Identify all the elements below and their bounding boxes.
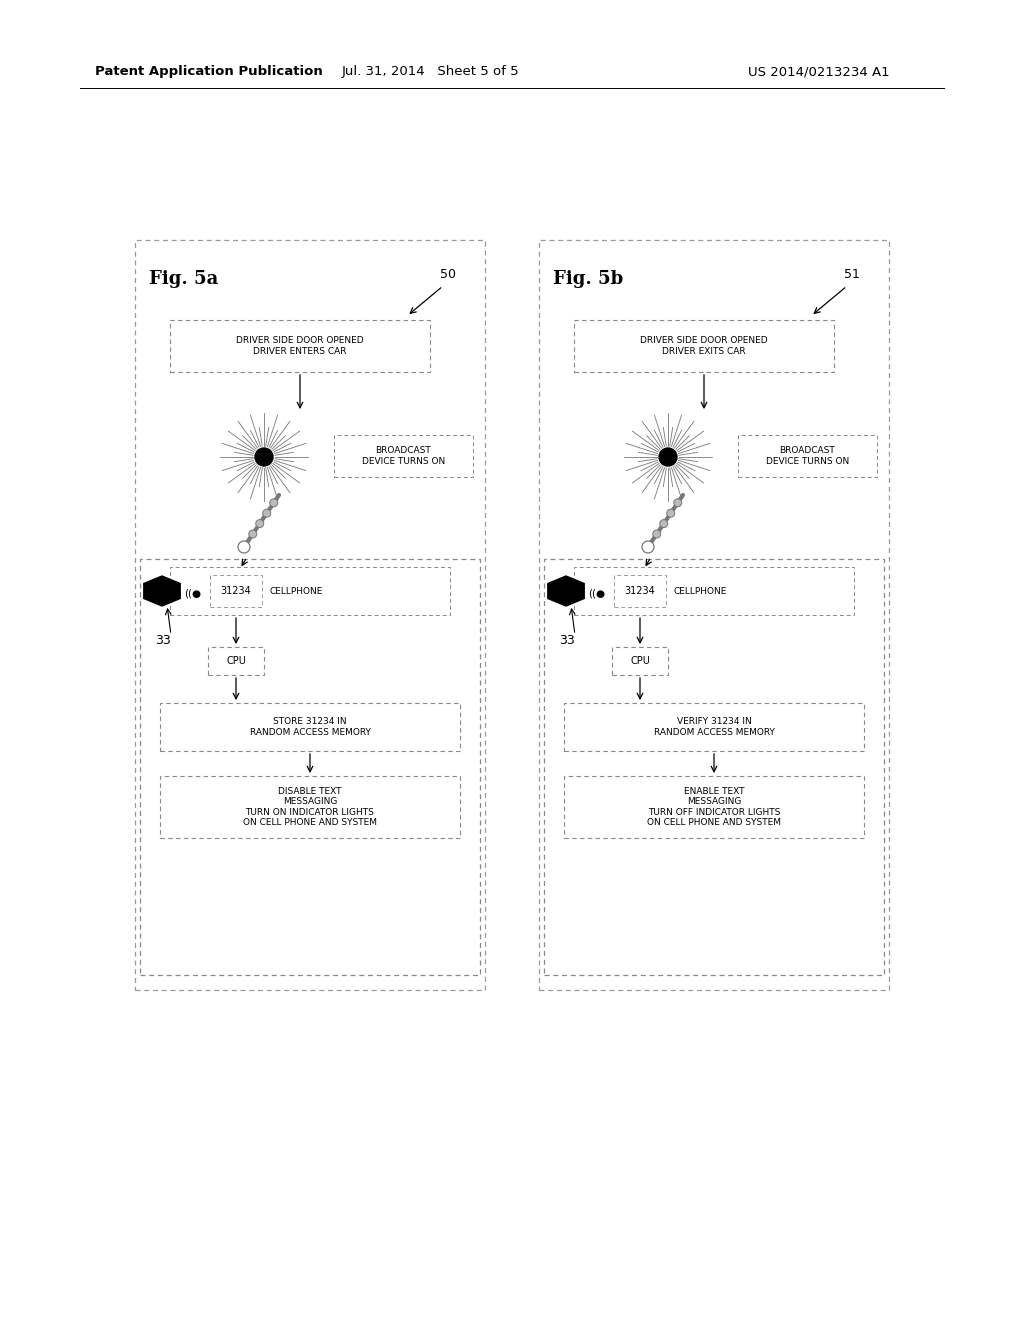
Bar bbox=[738, 436, 877, 477]
Text: CELLPHONE: CELLPHONE bbox=[674, 586, 727, 595]
Bar bbox=[334, 436, 473, 477]
Bar bbox=[544, 558, 884, 975]
Text: ((●: ((● bbox=[588, 587, 605, 598]
Bar bbox=[564, 776, 864, 838]
Circle shape bbox=[255, 447, 273, 466]
Text: 51: 51 bbox=[844, 268, 860, 281]
Circle shape bbox=[674, 499, 682, 507]
Text: 31234: 31234 bbox=[220, 586, 251, 597]
Text: 33: 33 bbox=[155, 634, 171, 647]
Text: CPU: CPU bbox=[630, 656, 650, 667]
Circle shape bbox=[652, 531, 660, 539]
Text: ENABLE TEXT
MESSAGING
TURN OFF INDICATOR LIGHTS
ON CELL PHONE AND SYSTEM: ENABLE TEXT MESSAGING TURN OFF INDICATOR… bbox=[647, 787, 781, 828]
Text: CPU: CPU bbox=[226, 656, 246, 667]
Text: DISABLE TEXT
MESSAGING
TURN ON INDICATOR LIGHTS
ON CELL PHONE AND SYSTEM: DISABLE TEXT MESSAGING TURN ON INDICATOR… bbox=[243, 787, 377, 828]
Text: 31234: 31234 bbox=[625, 586, 655, 597]
Circle shape bbox=[659, 447, 677, 466]
Text: 50: 50 bbox=[440, 268, 456, 281]
Bar bbox=[170, 319, 430, 372]
Circle shape bbox=[269, 499, 278, 507]
Text: Patent Application Publication: Patent Application Publication bbox=[95, 66, 323, 78]
Circle shape bbox=[659, 520, 668, 528]
Circle shape bbox=[238, 541, 250, 553]
Bar bbox=[564, 704, 864, 751]
Circle shape bbox=[667, 510, 675, 517]
Text: Fig. 5b: Fig. 5b bbox=[553, 271, 624, 288]
Circle shape bbox=[263, 510, 270, 517]
Bar bbox=[612, 647, 668, 675]
Bar bbox=[574, 568, 854, 615]
Bar bbox=[135, 240, 485, 990]
Circle shape bbox=[642, 541, 654, 553]
Bar bbox=[539, 240, 889, 990]
Bar bbox=[614, 576, 666, 607]
Bar bbox=[574, 319, 834, 372]
Polygon shape bbox=[548, 576, 584, 606]
Bar bbox=[140, 558, 480, 975]
Bar bbox=[208, 647, 264, 675]
Text: CELLPHONE: CELLPHONE bbox=[270, 586, 324, 595]
Bar bbox=[160, 704, 460, 751]
Bar bbox=[160, 776, 460, 838]
Text: VERIFY 31234 IN
RANDOM ACCESS MEMORY: VERIFY 31234 IN RANDOM ACCESS MEMORY bbox=[653, 717, 774, 737]
Bar bbox=[170, 568, 450, 615]
Text: Jul. 31, 2014   Sheet 5 of 5: Jul. 31, 2014 Sheet 5 of 5 bbox=[341, 66, 519, 78]
Text: BROADCAST
DEVICE TURNS ON: BROADCAST DEVICE TURNS ON bbox=[361, 446, 445, 466]
Text: DRIVER SIDE DOOR OPENED
DRIVER EXITS CAR: DRIVER SIDE DOOR OPENED DRIVER EXITS CAR bbox=[640, 337, 768, 355]
Text: Fig. 5a: Fig. 5a bbox=[150, 271, 218, 288]
Circle shape bbox=[249, 531, 257, 539]
Text: US 2014/0213234 A1: US 2014/0213234 A1 bbox=[749, 66, 890, 78]
Polygon shape bbox=[143, 576, 180, 606]
Bar bbox=[210, 576, 262, 607]
Circle shape bbox=[256, 520, 264, 528]
Text: ((●: ((● bbox=[184, 587, 201, 598]
Text: BROADCAST
DEVICE TURNS ON: BROADCAST DEVICE TURNS ON bbox=[766, 446, 849, 466]
Text: 33: 33 bbox=[559, 634, 574, 647]
Text: DRIVER SIDE DOOR OPENED
DRIVER ENTERS CAR: DRIVER SIDE DOOR OPENED DRIVER ENTERS CA… bbox=[237, 337, 364, 355]
Text: STORE 31234 IN
RANDOM ACCESS MEMORY: STORE 31234 IN RANDOM ACCESS MEMORY bbox=[250, 717, 371, 737]
